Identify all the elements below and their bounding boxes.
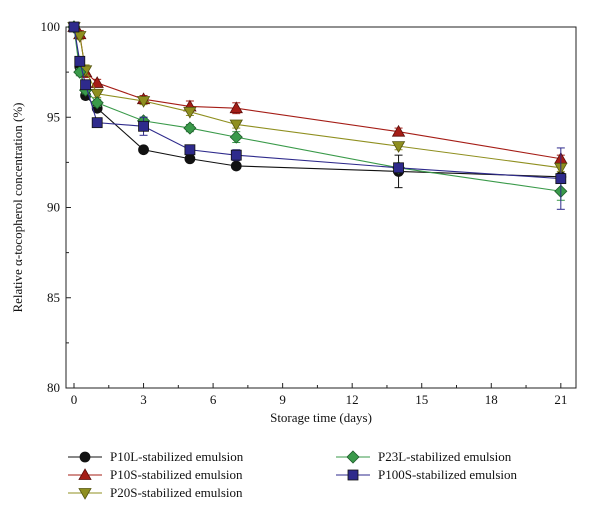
data-point — [183, 106, 197, 119]
y-tick-label: 85 — [47, 290, 60, 305]
data-point — [393, 162, 404, 174]
data-point — [80, 79, 91, 91]
x-axis: 0 3 6 9 12 15 18 21 — [71, 383, 567, 407]
data-point — [90, 88, 104, 101]
legend-entry: P10L-stabilized emulsion — [68, 449, 244, 464]
series-5 — [68, 21, 567, 210]
data-point — [91, 117, 103, 129]
data-point — [230, 160, 242, 172]
data-point — [391, 124, 406, 137]
legend-label: P23L-stabilized emulsion — [378, 449, 512, 464]
series-2 — [67, 20, 568, 164]
data-point — [183, 121, 197, 135]
plot-frame — [65, 26, 577, 389]
legend-marker — [346, 450, 360, 464]
data-point — [229, 130, 243, 144]
x-tick-label: 21 — [554, 392, 567, 407]
series-4 — [67, 20, 568, 201]
legend-label: P10S-stabilized emulsion — [110, 467, 243, 482]
x-tick-label: 18 — [485, 392, 498, 407]
x-axis-label: Storage time (days) — [270, 410, 372, 425]
data-point — [74, 55, 86, 67]
legend-marker — [347, 469, 359, 481]
legend-label: P10L-stabilized emulsion — [110, 449, 244, 464]
data-point — [184, 153, 196, 165]
y-tick-label: 80 — [47, 380, 60, 395]
legend-entry: P100S-stabilized emulsion — [336, 467, 518, 482]
x-tick-label: 0 — [71, 392, 78, 407]
legend-entry: P10S-stabilized emulsion — [68, 467, 243, 482]
y-tick-label: 90 — [47, 200, 60, 215]
x-tick-label: 3 — [140, 392, 147, 407]
legend-label: P100S-stabilized emulsion — [378, 467, 518, 482]
data-point — [555, 173, 567, 185]
y-tick-label: 100 — [41, 19, 61, 34]
x-tick-label: 6 — [210, 392, 217, 407]
data-point — [90, 76, 104, 88]
y-tick-label: 95 — [47, 109, 60, 124]
data-point — [68, 21, 80, 33]
legend-marker — [78, 468, 92, 480]
data-point — [136, 96, 151, 108]
data-point — [184, 144, 196, 156]
y-axis-label: Relative α-tocopherol concentration (%) — [10, 102, 25, 312]
x-tick-label: 9 — [279, 392, 286, 407]
legend-marker — [79, 451, 91, 463]
series-line — [73, 26, 561, 192]
legend-entry: P23L-stabilized emulsion — [336, 449, 512, 464]
legend: P10L-stabilized emulsion P10S-stabilized … — [68, 449, 518, 500]
legend-marker — [78, 488, 92, 500]
legend-entry: P20S-stabilized emulsion — [68, 485, 243, 500]
x-tick-label: 12 — [346, 392, 359, 407]
data-point — [73, 31, 87, 43]
data-point — [229, 101, 243, 114]
data-point — [229, 119, 243, 132]
series-layer — [67, 20, 568, 210]
data-point — [138, 120, 149, 132]
series-line — [73, 26, 561, 160]
data-point — [138, 144, 149, 156]
data-point — [391, 141, 406, 153]
data-point — [90, 96, 104, 110]
legend-label: P20S-stabilized emulsion — [110, 485, 243, 500]
x-tick-label: 15 — [415, 392, 428, 407]
data-point — [230, 149, 242, 161]
